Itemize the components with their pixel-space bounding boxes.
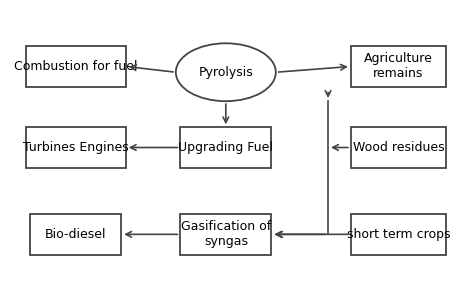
Text: Combustion for fuel: Combustion for fuel bbox=[14, 60, 137, 73]
Text: short term crops: short term crops bbox=[347, 228, 450, 241]
Text: Upgrading Fuel: Upgrading Fuel bbox=[178, 141, 273, 154]
Text: Gasification of
syngas: Gasification of syngas bbox=[181, 220, 271, 248]
Text: Bio-diesel: Bio-diesel bbox=[45, 228, 107, 241]
Text: Wood residues: Wood residues bbox=[353, 141, 444, 154]
Text: Pyrolysis: Pyrolysis bbox=[199, 66, 253, 79]
Text: Agriculture
remains: Agriculture remains bbox=[364, 53, 433, 81]
Text: Turbines Engines: Turbines Engines bbox=[23, 141, 129, 154]
